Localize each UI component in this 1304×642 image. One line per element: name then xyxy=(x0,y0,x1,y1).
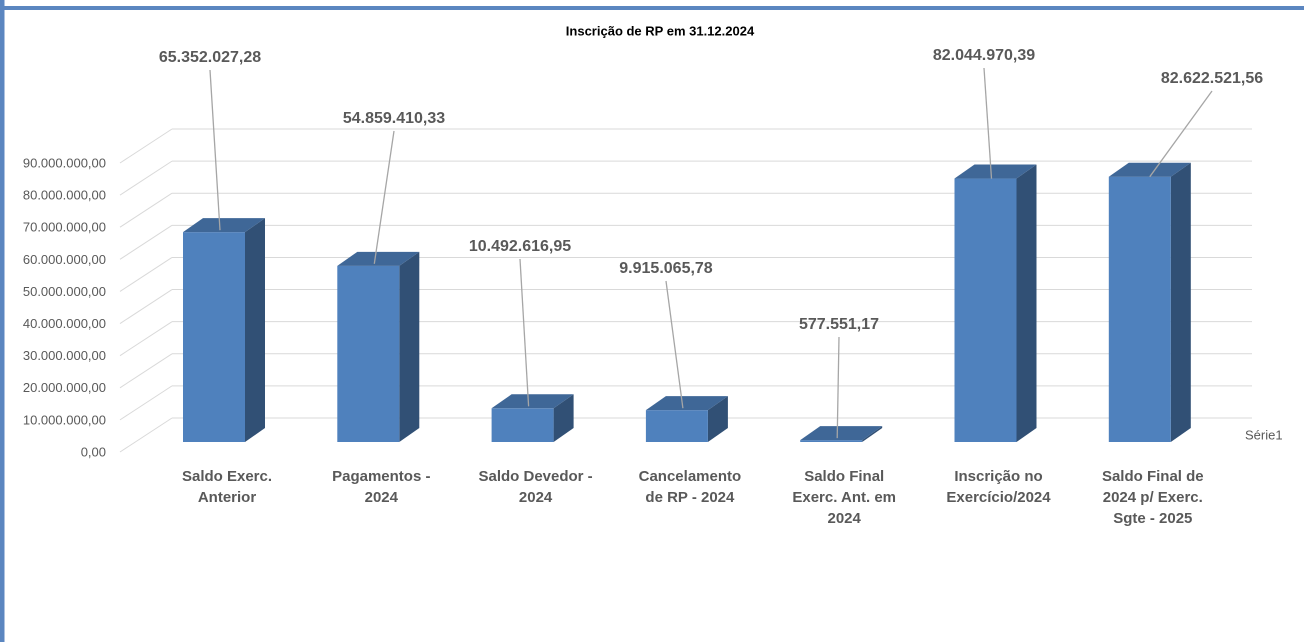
bar-front xyxy=(800,440,863,442)
y-tick-label: 80.000.000,00 xyxy=(23,188,106,203)
x-tick-label: Pagamentos -2024 xyxy=(332,468,430,506)
grid-line-side xyxy=(119,353,173,389)
y-tick-label: 60.000.000,00 xyxy=(23,252,106,267)
bar-front xyxy=(954,178,1017,442)
data-label: 82.044.970,39 xyxy=(933,47,1035,64)
grid-line-side xyxy=(119,224,173,260)
y-tick-label: 0,00 xyxy=(81,444,106,459)
x-tick-label: Saldo Exerc. Anterior xyxy=(182,468,272,506)
bar-side xyxy=(1016,164,1037,442)
bar-side xyxy=(399,251,420,442)
leader-line xyxy=(1149,90,1213,178)
grid-line-side xyxy=(119,321,173,357)
bar xyxy=(337,251,420,442)
bar xyxy=(954,164,1037,442)
grid-line-side xyxy=(119,417,173,453)
bar-top xyxy=(1108,162,1191,177)
leader-line xyxy=(209,69,221,231)
y-tick-label: 90.000.000,00 xyxy=(23,155,106,170)
y-tick-label: 40.000.000,00 xyxy=(23,316,106,331)
data-label: 577.551,17 xyxy=(799,316,879,333)
x-tick-label: Saldo Final de 2024 p/ Exerc. Sgte - 2025 xyxy=(1102,468,1204,527)
bar-side xyxy=(707,396,728,442)
leader-line xyxy=(373,130,395,264)
bar-side xyxy=(553,394,574,442)
y-tick-label: 10.000.000,00 xyxy=(23,412,106,427)
grid-line-side xyxy=(119,160,173,196)
bar xyxy=(1108,162,1191,443)
bar-front xyxy=(645,410,708,442)
bar-top xyxy=(183,218,265,233)
leader-line xyxy=(519,258,530,407)
y-tick-label: 70.000.000,00 xyxy=(23,220,106,235)
x-tick-label: Saldo Final Exerc. Ant. em 2024 xyxy=(792,468,896,527)
bar-front xyxy=(1108,176,1171,443)
bar-top xyxy=(954,164,1037,179)
grid-line-side xyxy=(119,385,173,421)
bar-top xyxy=(491,394,574,409)
bar-side xyxy=(1170,162,1191,443)
y-tick-label: 30.000.000,00 xyxy=(23,348,106,363)
bar-front xyxy=(491,408,554,442)
grid-line-side xyxy=(119,128,173,164)
data-label: 54.859.410,33 xyxy=(343,110,445,127)
x-tick-label: Saldo Devedor -2024 xyxy=(478,468,592,506)
y-tick-label: 20.000.000,00 xyxy=(23,380,106,395)
y-tick-label: 50.000.000,00 xyxy=(23,284,106,299)
data-label: 65.352.027,28 xyxy=(159,49,261,66)
bar xyxy=(645,396,728,442)
bar xyxy=(491,394,574,442)
bar-top xyxy=(337,251,420,266)
bar-side xyxy=(862,426,883,442)
bar-top xyxy=(645,396,728,411)
leader-line xyxy=(665,280,684,409)
leader-line xyxy=(836,336,840,439)
x-tick-label: Inscrição no Exercício/2024 xyxy=(946,468,1051,506)
bar-front xyxy=(183,232,245,442)
grid-line-side xyxy=(119,192,173,228)
data-label: 82.622.521,56 xyxy=(1161,70,1263,87)
bar-top xyxy=(800,426,883,441)
grid-line-side xyxy=(119,257,173,292)
bar xyxy=(183,218,265,442)
bar-side xyxy=(245,218,265,442)
grid-line-side xyxy=(119,289,173,324)
x-tick-label: Cancelamento de RP - 2024 xyxy=(639,468,742,506)
chart-title: Inscrição de RP em 31.12.2024 xyxy=(566,23,755,38)
legend-entry: Série1 xyxy=(1245,427,1283,442)
data-label: 10.492.616,95 xyxy=(469,238,571,255)
data-label: 9.915.065,78 xyxy=(619,260,713,277)
leader-line xyxy=(983,67,993,179)
bar-front xyxy=(337,265,400,442)
bar xyxy=(800,426,883,442)
